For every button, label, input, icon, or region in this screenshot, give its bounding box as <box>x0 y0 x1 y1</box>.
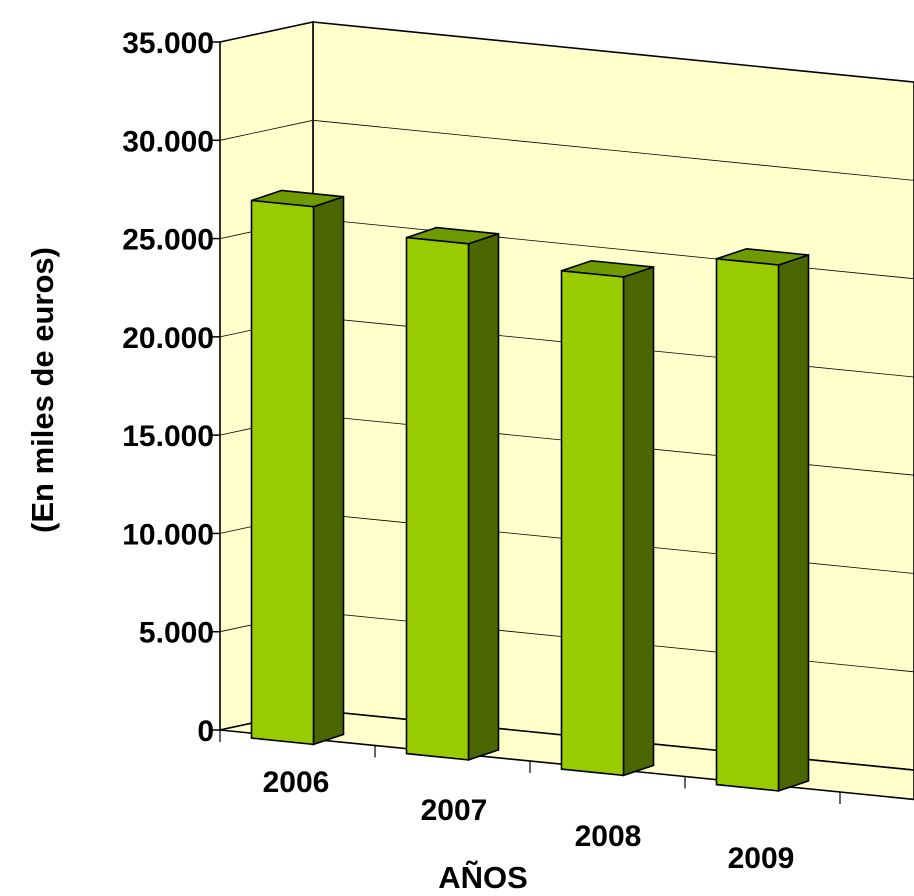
y-tick-label: 35.000 <box>122 27 214 60</box>
bar-2009 <box>715 247 810 793</box>
x-tick-label: 2007 <box>421 794 488 827</box>
x-tick-label: 2009 <box>728 842 795 875</box>
y-tick-label: 25.000 <box>122 224 214 257</box>
bar-front <box>715 257 780 792</box>
bar-front <box>250 199 315 746</box>
bar-front <box>405 236 470 761</box>
x-tick-label: 2006 <box>263 766 330 799</box>
bar-side <box>777 253 810 793</box>
bar-2008 <box>560 259 655 777</box>
y-tick-label: 20.000 <box>122 322 214 355</box>
bar-2007 <box>405 226 500 762</box>
gridline <box>219 21 914 83</box>
y-tick-label: 0 <box>197 715 214 748</box>
x-axis-label: AÑOS <box>438 860 528 895</box>
bar-2006 <box>250 189 345 746</box>
y-tick-label: 30.000 <box>122 125 214 158</box>
bar-side <box>312 195 345 746</box>
x-tick-labels: 2006 2007 2008 2009 <box>263 766 795 875</box>
y-axis-label: (En miles de euros) <box>25 247 60 533</box>
bar-side <box>622 265 655 777</box>
y-tick-label: 15.000 <box>122 420 214 453</box>
y-tick-labels: 0 5.000 10.000 15.000 20.000 25.000 30.000 35.0… <box>122 27 214 748</box>
gridline <box>219 119 914 181</box>
y-tick-label: 5.000 <box>139 617 214 650</box>
bar-front <box>560 269 625 777</box>
bar-side <box>467 232 500 762</box>
x-tick-label: 2008 <box>575 820 642 853</box>
y-tick-label: 10.000 <box>122 518 214 551</box>
bars <box>250 189 810 793</box>
